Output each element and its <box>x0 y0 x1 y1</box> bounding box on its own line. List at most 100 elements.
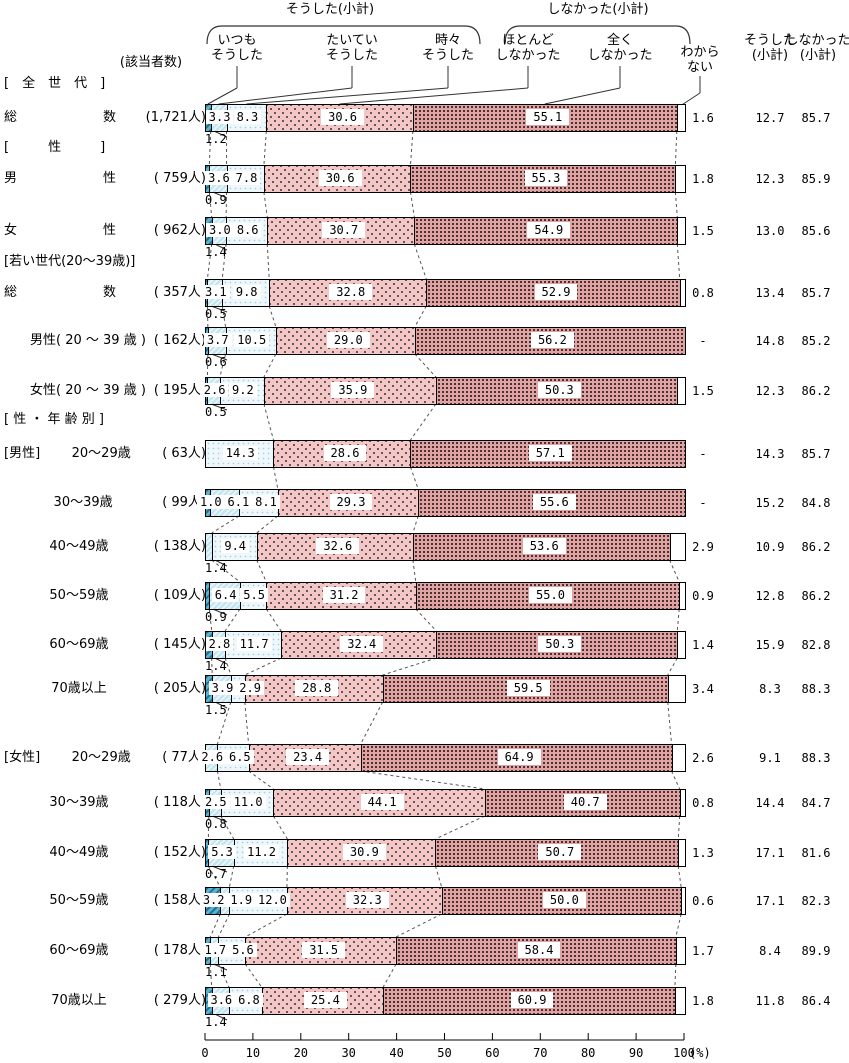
did-subtotal-value: 13.4 <box>755 286 785 300</box>
unknown-value: - <box>699 496 707 510</box>
segment-value-label: 55.6 <box>532 494 576 510</box>
didnt-subtotal-value: 86.2 <box>801 384 831 398</box>
segment-value-label: 3.0 <box>206 223 234 237</box>
segment-value-label: 55.0 <box>529 587 572 603</box>
axis-tick-label: 10 <box>245 1046 261 1060</box>
below-bar-value: 1.4 <box>205 245 227 259</box>
didnt-subtotal-value: 86.2 <box>801 589 831 603</box>
segment-value-label: 50.7 <box>538 844 582 860</box>
bar-segment-sometimes <box>206 441 275 467</box>
row-label: 50～59歳 ( 109人) <box>4 586 206 604</box>
row-name: 70歳以上 <box>51 992 107 1008</box>
row-name: 女性 <box>4 222 116 238</box>
bar-segment-unknown <box>680 790 685 816</box>
did-subtotal-value: 13.0 <box>755 224 785 238</box>
did-subtotal-value: 12.8 <box>755 589 785 603</box>
did-subtotal-value: 14.8 <box>755 334 785 348</box>
stacked-bar <box>205 631 686 659</box>
segment-value-label: 1.0 <box>197 495 225 509</box>
unknown-value: 2.6 <box>692 751 714 765</box>
row-respondent-count: ( 158人) <box>153 892 206 908</box>
stacked-bar <box>205 279 686 307</box>
row-name: 30～39歳 <box>49 794 109 810</box>
bar-segment-hardly <box>276 328 416 354</box>
unknown-value: 1.5 <box>692 384 714 398</box>
did-subtotal-value: 8.3 <box>759 682 781 696</box>
row-name: 60～69歳 <box>49 942 109 958</box>
segment-value-label: 29.3 <box>329 494 373 510</box>
segment-value-label: 9.2 <box>229 383 257 397</box>
row-name: 50～59歳 <box>49 587 109 603</box>
didnt-subtotal-value: 85.6 <box>801 224 831 238</box>
row-respondent-count: ( 109人) <box>153 587 206 603</box>
segment-value-label: 5.6 <box>229 943 257 957</box>
row-name: 40～49歳 <box>49 844 109 860</box>
bar-segment-unknown <box>668 676 685 702</box>
didnt-subtotal-value: 86.4 <box>801 994 831 1008</box>
segment-value-label: 3.1 <box>202 285 230 299</box>
didnt-subtotal-value: 82.8 <box>801 638 831 652</box>
didnt-subtotal-value: 82.3 <box>801 894 831 908</box>
unknown-value: 1.5 <box>692 224 714 238</box>
segment-value-label: 6.4 <box>211 588 240 602</box>
did-subtotal-value: 8.4 <box>759 944 781 958</box>
row-name: 20～29歳 <box>71 445 131 461</box>
row-name: 60～69歳 <box>49 636 109 652</box>
segment-value-label: 30.7 <box>322 222 366 238</box>
segment-value-label: 50.0 <box>542 892 586 908</box>
did-subtotal-value: 14.4 <box>755 796 785 810</box>
segment-value-label: 59.5 <box>506 680 550 696</box>
stacked-bar <box>205 440 686 468</box>
bar-segment-unknown <box>680 280 685 306</box>
segment-value-label: 8.1 <box>252 495 280 509</box>
segment-value-label: 64.9 <box>497 749 541 765</box>
segment-value-label: 3.3 <box>205 110 234 124</box>
row-name: 20～29歳 <box>71 749 131 765</box>
row-respondent-count: ( 99人) <box>162 494 207 510</box>
axis-tick-label: 70 <box>533 1046 548 1060</box>
row-label: 60～69歳 ( 145人) <box>4 635 206 653</box>
segment-value-label: 11.2 <box>244 845 279 859</box>
segment-value-label: 54.9 <box>527 222 571 238</box>
segment-value-label: 23.4 <box>286 749 330 765</box>
row-label: 40～49歳 ( 152人) <box>4 843 206 861</box>
segment-value-label: 50.3 <box>538 636 582 652</box>
row-label: 30～39歳 ( 118人) <box>4 793 206 811</box>
bar-segment-unknown <box>680 583 685 609</box>
bar-segment-unknown <box>676 938 685 964</box>
did-subtotal-value: 14.3 <box>755 447 785 461</box>
stacked-bar <box>205 789 686 817</box>
row-respondent-count: ( 759人) <box>153 170 206 186</box>
unknown-value: 1.4 <box>692 638 714 652</box>
segment-value-label: 25.4 <box>303 992 347 1008</box>
unknown-value: 1.8 <box>692 994 714 1008</box>
stacked-bar <box>205 937 686 965</box>
respondents-header: (該当者数) <box>119 55 183 70</box>
stacked-bar <box>205 217 686 245</box>
below-bar-value: 0.9 <box>205 193 227 207</box>
row-respondent-count: ( 118人) <box>153 794 206 810</box>
didnt-subtotal-value: 85.7 <box>801 111 831 125</box>
segment-value-label: 11.0 <box>230 795 266 809</box>
did-subtotal-value: 11.8 <box>755 994 785 1008</box>
segment-value-label: 11.7 <box>236 637 272 651</box>
row-label: 70歳以上 ( 205人) <box>4 679 206 697</box>
stacked-bar <box>205 104 686 132</box>
bar-segment-unknown <box>677 378 685 404</box>
segment-value-label: 7.8 <box>232 171 261 185</box>
segment-value-label: 53.6 <box>522 538 566 554</box>
below-bar-value: 0.5 <box>205 307 227 321</box>
bar-segment-unknown <box>670 534 685 560</box>
legend-never: 全く しなかった <box>587 33 653 63</box>
didnt-subtotal-value: 89.9 <box>801 944 831 958</box>
segment-value-label: 50.3 <box>537 382 581 398</box>
stacked-bar <box>205 744 686 772</box>
stacked-bar <box>205 533 686 561</box>
row-respondent-count: ( 205人) <box>153 680 207 696</box>
row-label: 女性( 20 ～ 39 歳 ) ( 195人) <box>4 381 206 399</box>
segment-value-label: 32.6 <box>316 538 360 554</box>
didnt-subtotal-value: 85.7 <box>801 286 831 300</box>
segment-value-label: 3.2 <box>199 893 228 907</box>
bar-segment-usually <box>206 534 213 560</box>
row-label: 総数 (1,721人) <box>4 108 206 126</box>
